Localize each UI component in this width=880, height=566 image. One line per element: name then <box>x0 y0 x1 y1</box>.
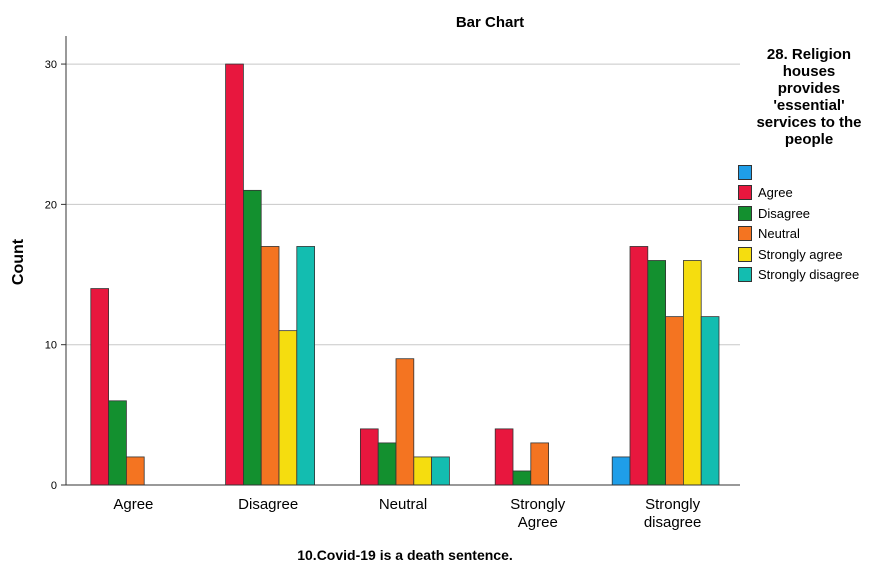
x-tick-label: Strongly <box>510 496 566 513</box>
bar <box>278 330 298 486</box>
bar <box>683 260 702 486</box>
x-tick-label: Neutral <box>379 496 427 513</box>
bar <box>108 400 127 486</box>
legend-label: Neutral <box>758 226 800 242</box>
x-tick-label: disagree <box>644 514 702 531</box>
legend-items: Agree Disagree Neutral Strongly agree Strong… <box>738 162 880 285</box>
bar <box>494 428 514 486</box>
bar <box>700 316 720 486</box>
x-tick-label: Agree <box>518 514 558 531</box>
legend: 28. Religion houses provides 'essential'… <box>738 46 880 285</box>
bar <box>530 442 549 486</box>
x-tick-label: Agree <box>113 496 153 513</box>
bar <box>647 260 666 486</box>
chart-title: Bar Chart <box>456 14 524 31</box>
x-tick-label: Disagree <box>238 496 298 513</box>
bar <box>665 316 684 486</box>
legend-swatch <box>738 226 752 242</box>
bar <box>296 246 315 486</box>
bar <box>260 246 280 486</box>
legend-item <box>738 162 880 183</box>
legend-title: 28. Religion houses provides 'essential'… <box>756 46 862 148</box>
legend-item: Strongly disagree <box>738 265 880 286</box>
legend-swatch <box>738 246 752 262</box>
legend-swatch <box>738 205 752 221</box>
bars-group <box>90 63 720 486</box>
bar <box>431 456 450 486</box>
bar <box>90 288 110 486</box>
bar <box>395 358 415 486</box>
bar <box>377 442 397 486</box>
legend-item: Agree <box>738 183 880 204</box>
bar <box>126 456 145 486</box>
bar <box>512 470 532 486</box>
bar <box>359 428 379 486</box>
legend-label: Strongly agree <box>758 246 843 262</box>
gridlines <box>66 63 740 346</box>
legend-label: Agree <box>758 185 793 201</box>
bar <box>413 456 432 486</box>
y-axis-label: Count <box>10 238 27 285</box>
legend-item: Disagree <box>738 203 880 224</box>
axes-group <box>61 36 740 486</box>
y-tick-label: 30 <box>45 59 57 71</box>
bar <box>629 246 649 486</box>
y-tick-label: 10 <box>45 340 57 352</box>
x-tick-label: Strongly <box>645 496 701 513</box>
legend-item: Neutral <box>738 224 880 245</box>
legend-item: Strongly agree <box>738 244 880 265</box>
bar <box>242 189 262 486</box>
y-tick-label: 20 <box>45 199 57 211</box>
legend-swatch <box>738 267 752 283</box>
legend-swatch <box>738 185 752 201</box>
legend-label: Strongly disagree <box>758 267 860 283</box>
legend-label: Disagree <box>758 205 811 221</box>
bar <box>225 63 244 486</box>
bar <box>611 456 631 486</box>
y-tick-label: 0 <box>51 480 57 492</box>
legend-swatch <box>738 164 752 180</box>
x-axis-label: 10.Covid-19 is a death sentence. <box>297 547 513 563</box>
